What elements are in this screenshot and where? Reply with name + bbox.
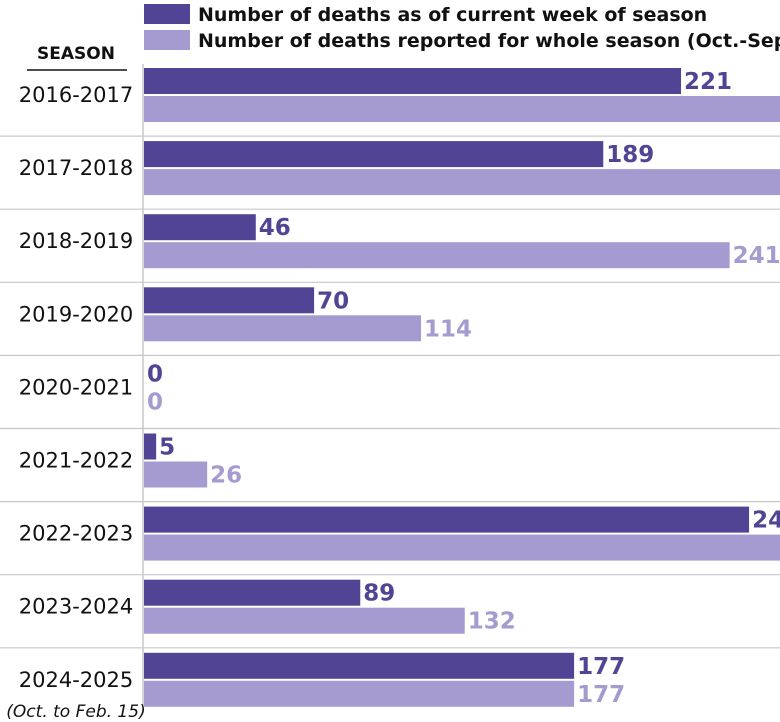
rows: 2016-20172212782017-20181892962018-20194… xyxy=(0,68,780,708)
data-label-current: 249 xyxy=(752,508,780,534)
data-label-current: 5 xyxy=(159,435,175,461)
row-2023-2024: 2023-2024 89 132 xyxy=(0,579,780,649)
bar-current xyxy=(144,579,361,606)
row-2019-2020: 2019-2020 70 114 xyxy=(0,287,780,356)
data-label-whole: 132 xyxy=(468,609,516,635)
data-label-current: 177 xyxy=(577,654,625,680)
row-2022-2023: 2022-2023249272 xyxy=(0,506,780,576)
legend-label-whole: Number of deaths reported for whole seas… xyxy=(198,30,780,52)
category-label: 2018-2019 xyxy=(19,229,133,253)
data-label-current: 46 xyxy=(259,215,291,241)
bar-whole xyxy=(144,96,780,122)
season-header: SEASON xyxy=(37,44,115,64)
data-label-whole: 26 xyxy=(210,463,242,489)
row-2018-2019: 2018-2019 46 241 xyxy=(0,214,780,283)
bar-current xyxy=(144,214,256,241)
data-label-whole: 241 xyxy=(733,243,780,269)
data-label-current: 89 xyxy=(363,581,395,607)
season-note: (Oct. to Feb. 15) xyxy=(6,702,145,722)
category-label: 2020-2021 xyxy=(19,375,133,399)
row-2017-2018: 2017-2018189296 xyxy=(0,141,780,210)
row-2020-2021: 2020-2021 00 xyxy=(0,361,780,430)
data-label-whole: 114 xyxy=(424,316,472,342)
bar-current xyxy=(144,652,575,679)
bar-current xyxy=(144,141,604,168)
bar-current xyxy=(144,68,682,94)
legend-label-current: Number of deaths as of current week of s… xyxy=(198,4,707,26)
bar-whole xyxy=(144,534,780,561)
data-label-current: 189 xyxy=(606,142,654,168)
category-label: 2019-2020 xyxy=(19,302,133,326)
bar-current xyxy=(144,506,750,533)
bar-whole xyxy=(144,169,780,196)
bar-current xyxy=(144,287,315,314)
data-label-current: 0 xyxy=(147,361,163,387)
data-label-whole: 177 xyxy=(577,682,625,708)
bar-whole xyxy=(144,315,422,342)
bar-whole xyxy=(144,461,208,488)
bar-current xyxy=(144,433,157,460)
bar-whole xyxy=(144,680,575,707)
bar-whole xyxy=(144,607,465,634)
category-label: 2022-2023 xyxy=(19,522,133,546)
category-label: 2017-2018 xyxy=(19,156,133,180)
bar-whole xyxy=(144,242,730,269)
legend: Number of deaths as of current week of s… xyxy=(144,4,780,52)
row-2016-2017: 2016-2017221278 xyxy=(0,68,780,137)
category-label: 2024-2025 xyxy=(19,668,133,692)
category-label: 2016-2017 xyxy=(19,83,133,107)
legend-swatch-whole xyxy=(144,30,190,50)
legend-swatch-current xyxy=(144,4,190,24)
category-label: 2023-2024 xyxy=(19,595,133,619)
data-label-current: 70 xyxy=(317,288,349,314)
data-label-current: 221 xyxy=(684,69,732,95)
data-label-whole: 0 xyxy=(147,389,163,415)
row-2021-2022: 2021-2022 5 26 xyxy=(0,433,780,503)
category-label: 2021-2022 xyxy=(19,449,133,473)
